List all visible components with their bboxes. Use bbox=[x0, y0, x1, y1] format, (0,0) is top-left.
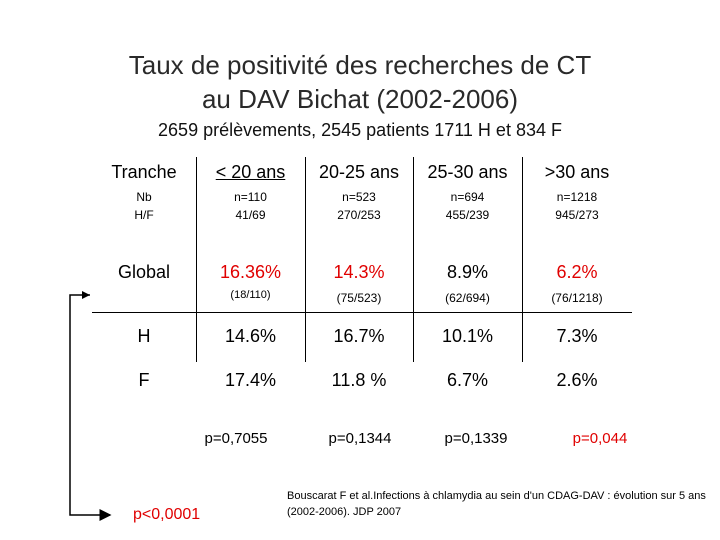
header-under-20-text: < 20 ans bbox=[215, 162, 286, 182]
header-over-30: >30 ans bbox=[544, 162, 610, 182]
hf-value: 41/69 bbox=[235, 208, 266, 222]
page-title-line2: au DAV Bichat (2002-2006) bbox=[201, 84, 519, 114]
f-label: F bbox=[138, 370, 150, 390]
global-value: 8.9% bbox=[446, 262, 489, 282]
bracket-arrow-icon bbox=[69, 291, 112, 521]
p-global: p<0,0001 bbox=[133, 506, 201, 523]
h-value: 14.6% bbox=[224, 326, 277, 346]
h-value: 10.1% bbox=[441, 326, 494, 346]
nb-value: n=110 bbox=[234, 190, 267, 204]
reference-citation: Bouscarat F et al.Infections à chlamydia… bbox=[287, 490, 706, 518]
h-label: H bbox=[137, 326, 151, 346]
header-tranche: Tranche bbox=[111, 162, 177, 182]
nb-value: n=694 bbox=[450, 190, 485, 204]
p-value: p=0,7055 bbox=[204, 430, 268, 447]
table-divider bbox=[196, 157, 197, 362]
f-value: 17.4% bbox=[224, 370, 277, 390]
page-subtitle: 2659 prélèvements, 2545 patients 1711 H … bbox=[158, 120, 562, 140]
global-value: 6.2% bbox=[556, 262, 598, 282]
header-20-25: 20-25 ans bbox=[318, 162, 400, 182]
header-under-20: < 20 ans bbox=[196, 162, 305, 183]
nb-value: n=1218 bbox=[556, 190, 598, 204]
f-value: 6.7% bbox=[446, 370, 489, 390]
global-detail: (75/523) bbox=[336, 291, 382, 305]
p-value: p=0,1344 bbox=[328, 430, 392, 447]
hf-value: 270/253 bbox=[337, 208, 381, 222]
p-value: p=0,044 bbox=[572, 430, 628, 447]
global-value: 16.36% bbox=[219, 262, 282, 282]
page-title-line1: Taux de positivité des recherches de CT bbox=[128, 50, 592, 80]
global-detail: (76/1218) bbox=[551, 291, 603, 305]
table-divider bbox=[92, 312, 632, 313]
f-value: 11.8 % bbox=[331, 370, 387, 390]
header-25-30: 25-30 ans bbox=[427, 162, 508, 182]
global-label: Global bbox=[117, 262, 171, 282]
hf-value: 945/273 bbox=[555, 208, 599, 222]
h-value: 16.7% bbox=[333, 326, 385, 346]
global-value: 14.3% bbox=[333, 262, 385, 282]
table-divider bbox=[305, 157, 306, 362]
table-divider bbox=[413, 157, 414, 362]
nb-label: Nb bbox=[136, 190, 152, 204]
f-value: 2.6% bbox=[556, 370, 598, 390]
table-divider bbox=[522, 157, 523, 362]
p-value: p=0,1339 bbox=[444, 430, 508, 447]
hf-value: 455/239 bbox=[445, 208, 490, 222]
hf-label: H/F bbox=[134, 208, 154, 222]
nb-value: n=523 bbox=[342, 190, 376, 204]
h-value: 7.3% bbox=[556, 326, 598, 346]
global-detail: (62/694) bbox=[445, 291, 490, 305]
global-detail: (18/110) bbox=[230, 289, 271, 301]
